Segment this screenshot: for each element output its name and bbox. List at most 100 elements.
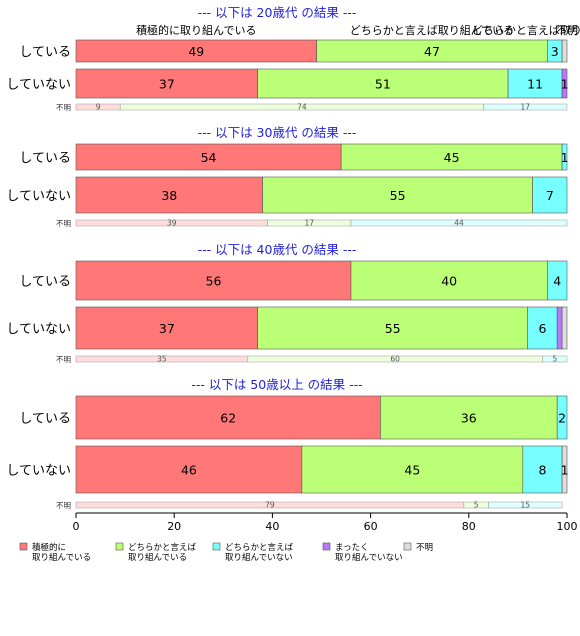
legend-label: 取り組んでいる xyxy=(32,552,91,563)
x-tick-label: 60 xyxy=(364,520,378,533)
row-label: している xyxy=(19,275,71,290)
legend-swatch xyxy=(19,542,28,551)
panel-title: --- 以下は 20歳代 の結果 --- xyxy=(198,5,357,20)
bar-segment xyxy=(301,445,524,494)
bar-value-label: 46 xyxy=(181,463,197,478)
row-label: している xyxy=(19,45,71,60)
row-label: していない xyxy=(6,78,71,93)
unknown-row-label: 不明 xyxy=(56,103,71,112)
unknown-bar-segment xyxy=(542,355,568,363)
bar-value-label: 1 xyxy=(561,150,569,165)
unknown-value-label: 5 xyxy=(552,355,557,364)
legend-label: どちらかと言えば xyxy=(128,542,197,553)
bar-segment xyxy=(75,260,352,301)
bar-segment xyxy=(75,306,258,350)
panel-title: --- 以下は 50歳以上 の結果 --- xyxy=(191,377,362,392)
bar-value-label: 38 xyxy=(161,188,177,203)
bar-value-label: 37 xyxy=(159,77,175,92)
legend-label: まったく xyxy=(335,543,369,553)
bar-segment xyxy=(380,395,558,440)
panel-title: --- 以下は 40歳代 の結果 --- xyxy=(198,242,357,257)
bar-value-label: 37 xyxy=(159,321,175,336)
row-label: していない xyxy=(6,464,71,479)
bar-value-label: 1 xyxy=(561,77,569,92)
bar-value-label: 1 xyxy=(561,463,569,478)
bar-value-label: 40 xyxy=(441,274,457,289)
bar-segment xyxy=(556,395,568,440)
unknown-value-label: 35 xyxy=(157,355,167,364)
unknown-value-label: 5 xyxy=(474,501,479,510)
unknown-bar-segment xyxy=(488,501,563,509)
top-category-label: 不明 xyxy=(556,24,578,37)
unknown-value-label: 60 xyxy=(390,355,400,364)
legend-label: 不明 xyxy=(416,543,433,553)
row-label: していない xyxy=(6,322,71,337)
bar-segment xyxy=(257,68,509,99)
row-label: していない xyxy=(6,189,71,204)
legend-swatch xyxy=(403,542,412,551)
x-tick-label: 40 xyxy=(265,520,279,533)
bar-value-label: 55 xyxy=(385,321,401,336)
legend-label: 積極的に xyxy=(32,542,66,553)
legend-swatch xyxy=(322,542,331,551)
unknown-row-label: 不明 xyxy=(56,501,71,510)
bar-value-label: 47 xyxy=(424,44,440,59)
top-category-label: 積極的に取り組んでいる xyxy=(136,23,256,37)
bar-segment xyxy=(75,445,303,494)
unknown-row-label: 不明 xyxy=(56,219,71,228)
bar-segment xyxy=(340,143,563,171)
bar-segment xyxy=(556,306,563,350)
bar-segment xyxy=(522,445,563,494)
legend-swatch xyxy=(115,542,124,551)
x-tick-label: 20 xyxy=(167,520,181,533)
bar-value-label: 45 xyxy=(444,150,460,165)
bar-segment xyxy=(532,176,568,214)
bar-segment xyxy=(75,176,263,214)
row-label: している xyxy=(19,151,71,166)
top-category-label: どちらかと言えば取り組んでいる xyxy=(350,24,514,37)
legend-label: どちらかと言えば xyxy=(225,542,294,553)
unknown-value-label: 74 xyxy=(297,103,307,112)
bar-segment xyxy=(262,176,533,214)
bar-segment xyxy=(561,143,568,171)
unknown-value-label: 17 xyxy=(304,219,314,228)
bar-segment xyxy=(561,68,568,99)
legend-label: 取り組んでいない xyxy=(335,552,403,563)
bar-value-label: 36 xyxy=(461,411,477,426)
unknown-bar-segment xyxy=(350,219,568,227)
unknown-value-label: 9 xyxy=(96,103,101,112)
panel-title: --- 以下は 30歳代 の結果 --- xyxy=(198,125,357,140)
legend-swatch xyxy=(212,542,221,551)
unknown-bar-segment xyxy=(483,103,568,111)
x-tick-label: 0 xyxy=(73,520,80,533)
row-label: している xyxy=(19,412,71,427)
bar-value-label: 8 xyxy=(538,463,546,478)
bar-segment xyxy=(561,445,568,494)
unknown-value-label: 17 xyxy=(520,103,530,112)
bar-segment xyxy=(561,39,568,63)
bar-value-label: 55 xyxy=(390,188,406,203)
bar-segment xyxy=(561,306,568,350)
bar-value-label: 6 xyxy=(538,321,546,336)
bar-value-label: 2 xyxy=(558,411,566,426)
unknown-value-label: 15 xyxy=(520,501,530,510)
bar-value-label: 45 xyxy=(404,463,420,478)
bar-value-label: 7 xyxy=(546,188,554,203)
unknown-value-label: 44 xyxy=(454,219,464,228)
bar-value-label: 49 xyxy=(188,44,204,59)
bar-value-label: 51 xyxy=(375,77,391,92)
bar-value-label: 62 xyxy=(220,411,236,426)
bar-segment xyxy=(75,395,381,440)
unknown-value-label: 79 xyxy=(265,501,275,510)
bar-segment xyxy=(257,306,529,350)
bar-value-label: 3 xyxy=(551,44,559,59)
legend-label: 取り組んでいる xyxy=(128,552,187,563)
unknown-row-label: 不明 xyxy=(56,355,71,364)
bar-segment xyxy=(75,68,258,99)
bar-value-label: 56 xyxy=(206,274,222,289)
x-tick-label: 100 xyxy=(557,520,578,533)
bar-segment xyxy=(75,143,342,171)
bar-segment xyxy=(547,260,568,301)
